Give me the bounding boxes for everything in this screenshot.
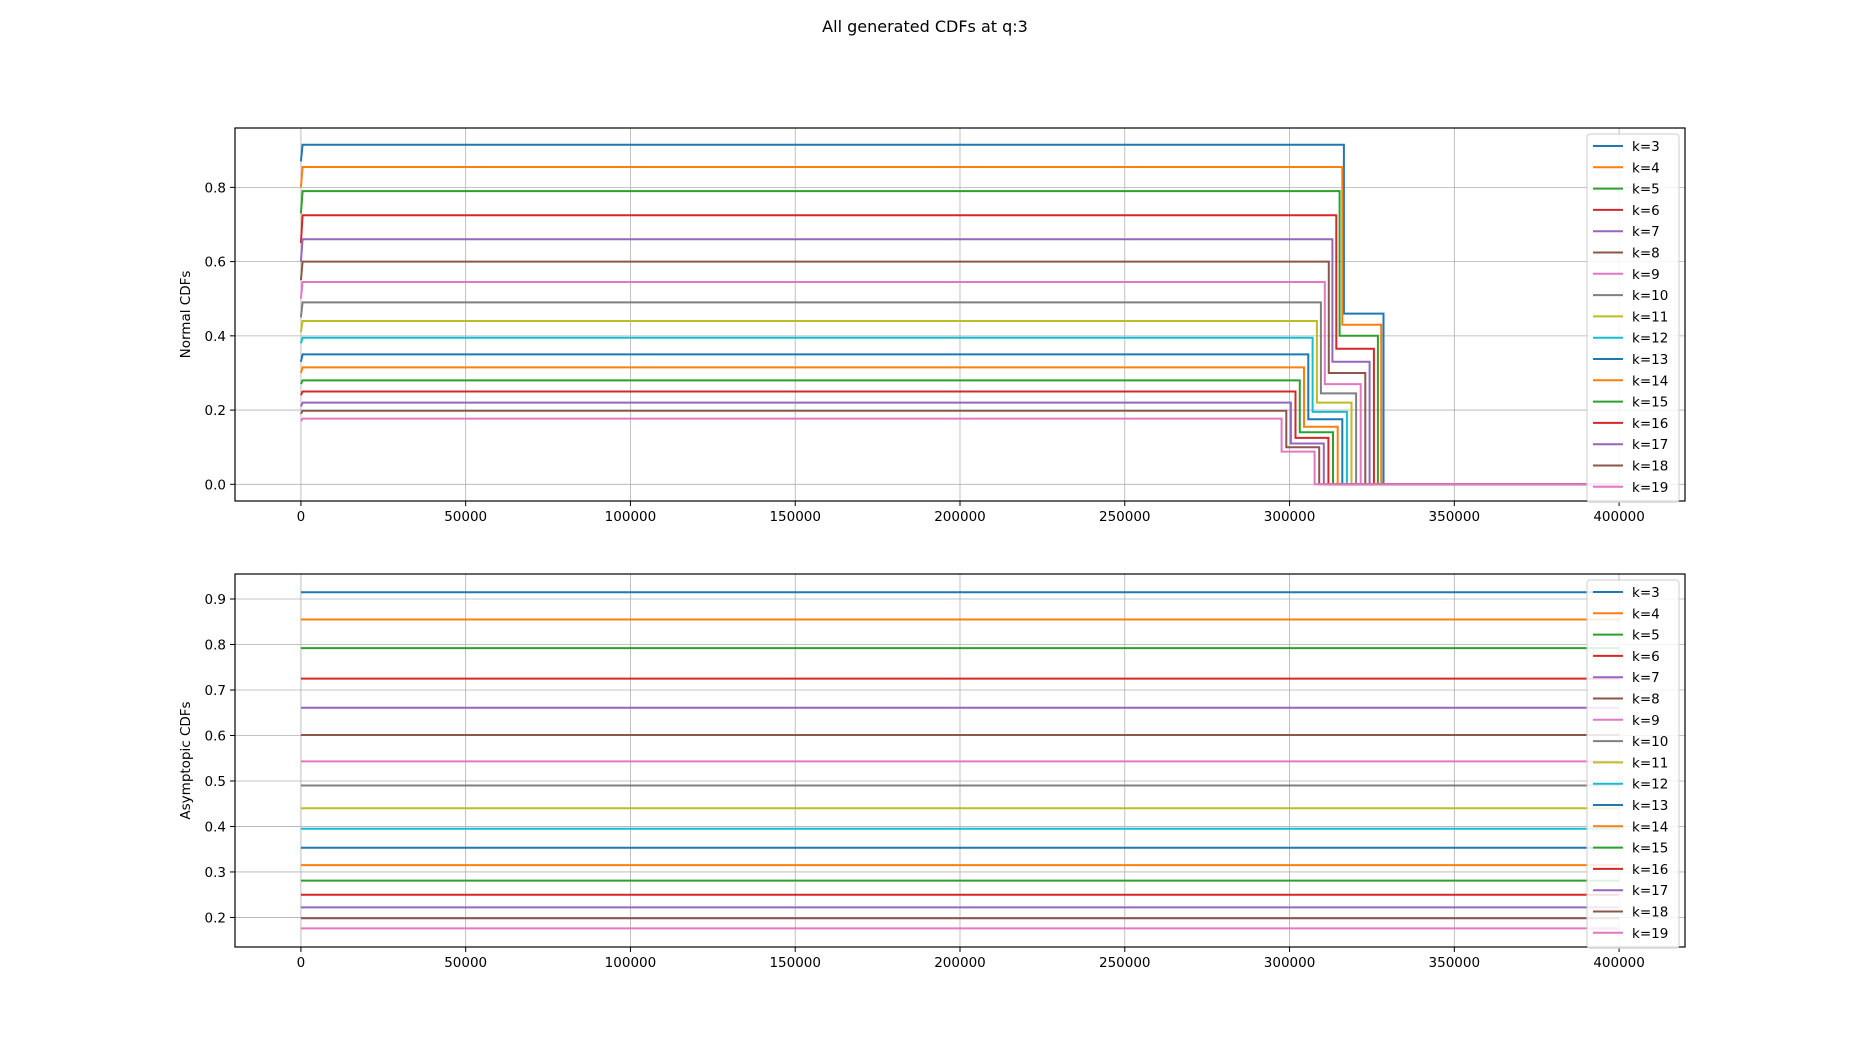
x-tick-label: 150000 [769, 509, 821, 525]
legend-label: k=15 [1632, 395, 1668, 411]
legend-label: k=8 [1632, 246, 1660, 262]
legend-label: k=19 [1632, 480, 1668, 496]
legend-label: k=17 [1632, 437, 1668, 453]
x-tick-label: 300000 [1264, 955, 1316, 971]
legend-label: k=9 [1632, 267, 1660, 283]
y-tick-label: 0.7 [205, 683, 226, 699]
x-tick-label: 300000 [1264, 509, 1316, 525]
legend: k=3 k=4 k=5 k=6 k=7 k=8 k=9 k=10 k=11 k=12 k=13 k=1… [1586, 133, 1680, 503]
legend-label: k=7 [1632, 670, 1660, 686]
x-tick-label: 0 [297, 955, 306, 971]
legend-label: k=13 [1632, 798, 1668, 814]
legend-label: k=18 [1632, 905, 1668, 921]
y-tick-label: 0.5 [205, 774, 226, 790]
y-tick-label: 0.6 [205, 255, 226, 271]
legend-label: k=15 [1632, 841, 1668, 857]
legend-label: k=17 [1632, 883, 1668, 899]
series-line-k=19 [300, 417, 1620, 486]
legend-label: k=13 [1632, 352, 1668, 368]
legend-label: k=19 [1632, 926, 1668, 942]
x-tick-label: 250000 [1099, 955, 1151, 971]
x-tick-label: 150000 [769, 955, 821, 971]
legend-label: k=14 [1632, 819, 1668, 835]
y-tick-label: 0.3 [205, 865, 226, 881]
legend: k=3 k=4 k=5 k=6 k=7 k=8 k=9 k=10 k=11 k=12 k=13 k=1… [1586, 579, 1680, 949]
legend-label: k=6 [1632, 649, 1660, 665]
y-axis-label: Asymptopic CDFs [178, 701, 194, 819]
legend-label: k=12 [1632, 777, 1668, 793]
plot-panel-2: 0 50000 100000 150000 200000 250000 300000 3500… [178, 573, 1686, 971]
x-tick-label: 350000 [1429, 509, 1481, 525]
legend-label: k=5 [1632, 182, 1660, 198]
x-tick-label: 0 [297, 509, 306, 525]
legend-label: k=10 [1632, 734, 1668, 750]
legend-label: k=11 [1632, 755, 1668, 771]
x-tick-label: 100000 [605, 509, 657, 525]
legend-label: k=9 [1632, 713, 1660, 729]
y-tick-label: 0.8 [205, 638, 226, 654]
series-group [299, 143, 1620, 486]
series-group [300, 591, 1620, 930]
y-tick-label: 0.2 [205, 910, 226, 926]
legend-label: k=5 [1632, 628, 1660, 644]
x-tick-label: 400000 [1593, 955, 1645, 971]
y-tick-label: 0.4 [205, 329, 226, 345]
legend-label: k=6 [1632, 203, 1660, 219]
figure-title: All generated CDFs at q:3 [822, 17, 1028, 36]
x-tick-label: 100000 [605, 955, 657, 971]
x-tick-label: 50000 [444, 955, 487, 971]
legend-label: k=10 [1632, 288, 1668, 304]
legend-label: k=7 [1632, 224, 1660, 240]
y-tick-label: 0.4 [205, 819, 226, 835]
x-tick-label: 350000 [1429, 955, 1481, 971]
legend-label: k=16 [1632, 416, 1668, 432]
y-tick-label: 0.9 [205, 592, 226, 608]
y-tick-label: 0.6 [205, 728, 226, 744]
legend-box [1586, 579, 1680, 949]
legend-label: k=14 [1632, 373, 1668, 389]
x-tick-label: 50000 [444, 509, 487, 525]
x-tick-label: 200000 [934, 955, 986, 971]
legend-label: k=18 [1632, 459, 1668, 475]
legend-box [1586, 133, 1680, 503]
y-tick-label: 0.8 [205, 180, 226, 196]
legend-label: k=12 [1632, 331, 1668, 347]
legend-label: k=11 [1632, 309, 1668, 325]
legend-label: k=8 [1632, 692, 1660, 708]
y-axis-label: Normal CDFs [178, 271, 194, 359]
y-tick-label: 0.2 [205, 403, 226, 419]
legend-label: k=3 [1632, 585, 1660, 601]
legend-label: k=16 [1632, 862, 1668, 878]
legend-label: k=4 [1632, 160, 1660, 176]
plot-panel-1: 0 50000 100000 150000 200000 250000 300000 3500… [178, 127, 1686, 525]
legend-label: k=4 [1632, 606, 1660, 622]
x-tick-label: 250000 [1099, 509, 1151, 525]
legend-label: k=3 [1632, 139, 1660, 155]
x-tick-label: 200000 [934, 509, 986, 525]
y-tick-label: 0.0 [205, 477, 226, 493]
x-tick-label: 400000 [1593, 509, 1645, 525]
